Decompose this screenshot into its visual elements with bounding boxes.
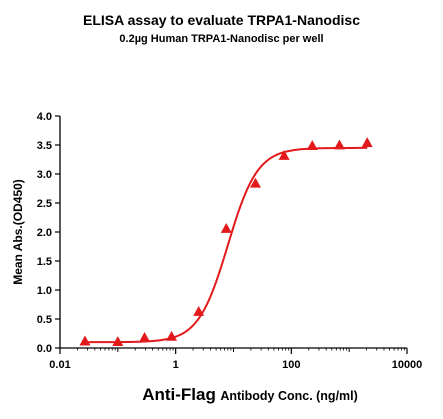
y-axis-label: Mean Abs.(OD450) — [11, 179, 25, 285]
y-tick-label: 3.0 — [37, 169, 52, 181]
axes: 0.0 0.5 1.0 1.5 2.0 2.5 3.0 3.5 4.0 0.01 1 100 10000… — [11, 111, 422, 371]
x-tick-label: 0.01 — [49, 359, 70, 371]
x-tick-label: 10000 — [392, 359, 423, 371]
x-axis-label: Anti-Flag Antibody Conc. (ng/ml) — [75, 385, 425, 405]
data-point-7 — [278, 149, 290, 160]
data-point-9 — [333, 139, 345, 150]
x-axis-label-rest: Antibody Conc. (ng/ml) — [220, 389, 358, 403]
fit-curve — [84, 146, 368, 344]
data-point-2 — [139, 332, 151, 342]
chart-subtitle: 0.2µg Human TRPA1-Nanodisc per well — [119, 33, 324, 45]
y-tick-label: 2.5 — [37, 198, 52, 210]
y-tick-label: 2.0 — [37, 227, 52, 239]
data-point-1 — [112, 336, 124, 347]
data-point-6 — [249, 177, 261, 188]
data-point-4 — [193, 305, 205, 316]
x-tick-label: 1 — [173, 359, 179, 371]
y-tick-label: 1.0 — [37, 285, 52, 297]
x-axis-label-main: Anti-Flag — [142, 385, 216, 404]
y-tick-label: 0.5 — [37, 314, 52, 326]
y-tick-label: 3.5 — [37, 140, 52, 152]
y-tick-label: 1.5 — [37, 256, 52, 268]
data-point-0 — [79, 335, 91, 346]
y-tick-label: 0.0 — [37, 343, 52, 355]
x-tick-label: 100 — [282, 359, 300, 371]
y-tick-label: 4.0 — [37, 111, 52, 123]
data-point-3 — [166, 330, 178, 341]
data-points-layer — [79, 137, 373, 347]
data-point-8 — [306, 140, 318, 150]
fit-curve-layer — [84, 146, 368, 344]
data-point-10 — [361, 137, 373, 148]
data-point-5 — [220, 223, 232, 233]
chart-title: ELISA assay to evaluate TRPA1-Nanodisc — [83, 12, 360, 28]
